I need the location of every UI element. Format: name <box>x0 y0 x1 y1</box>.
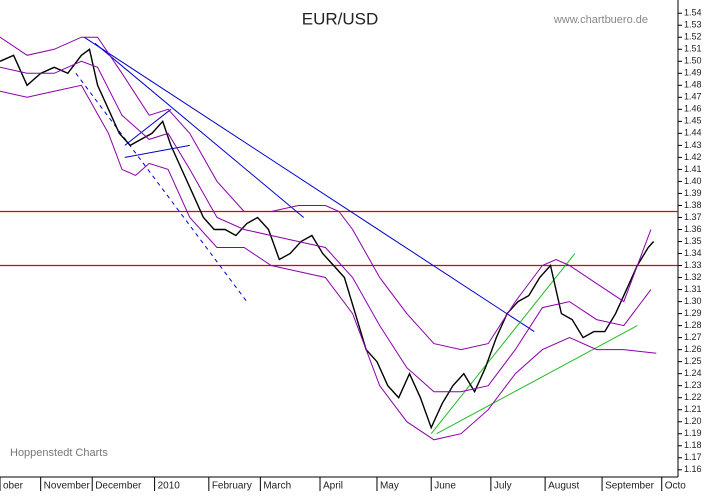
y-tick-label: 1.44 <box>684 128 702 138</box>
y-tick-label: 1.34 <box>684 248 702 258</box>
y-tick-label: 1.17 <box>684 452 702 462</box>
trend-line <box>124 108 172 146</box>
x-tick-label: Octo <box>665 481 687 492</box>
series-line <box>0 48 655 430</box>
y-tick-label: 1.31 <box>684 284 702 294</box>
trend-line <box>124 144 190 158</box>
y-tick-label: 1.35 <box>684 236 702 246</box>
x-tick-label: November <box>44 481 91 492</box>
y-tick-label: 1.47 <box>684 92 702 102</box>
trend-line <box>430 253 576 435</box>
y-tick-label: 1.24 <box>684 368 702 378</box>
source: www.chartbuero.de <box>553 14 648 26</box>
y-tick-label: 1.53 <box>684 20 702 30</box>
y-tick-label: 1.36 <box>684 224 702 234</box>
trend-line <box>436 325 638 435</box>
series-line <box>0 36 652 351</box>
y-tick-label: 1.21 <box>684 404 702 414</box>
x-tick-label: March <box>263 481 291 492</box>
y-tick-label: 1.32 <box>684 272 702 282</box>
y-tick-label: 1.45 <box>684 116 702 126</box>
x-tick-label: May <box>380 481 399 492</box>
y-tick-label: 1.40 <box>684 176 702 186</box>
trend-line <box>94 42 305 218</box>
y-tick-label: 1.16 <box>684 464 702 474</box>
y-tick-label: 1.43 <box>684 140 702 150</box>
x-tick-label: June <box>434 481 456 492</box>
x-tick-label: February <box>212 481 252 492</box>
chart-title: EUR/USD <box>302 9 379 28</box>
x-tick-label: 2010 <box>158 481 181 492</box>
y-tick-label: 1.25 <box>684 356 702 366</box>
y-tick-label: 1.29 <box>684 308 702 318</box>
y-tick-label: 1.27 <box>684 332 702 342</box>
series-line <box>0 60 652 393</box>
y-tick-label: 1.42 <box>684 152 702 162</box>
x-tick-label: July <box>494 481 512 492</box>
credit: Hoppenstedt Charts <box>10 447 108 459</box>
y-tick-label: 1.22 <box>684 392 702 402</box>
trend-line <box>83 36 535 333</box>
y-tick-label: 1.19 <box>684 428 702 438</box>
y-tick-label: 1.26 <box>684 344 702 354</box>
y-tick-label: 1.52 <box>684 32 702 42</box>
x-tick-label: December <box>95 481 142 492</box>
x-tick-label: September <box>605 481 655 492</box>
y-tick-label: 1.38 <box>684 200 702 210</box>
y-tick-label: 1.51 <box>684 44 702 54</box>
y-tick-label: 1.20 <box>684 416 702 426</box>
y-tick-label: 1.28 <box>684 320 702 330</box>
y-tick-label: 1.49 <box>684 68 702 78</box>
x-tick-label: August <box>548 481 579 492</box>
y-tick-label: 1.54 <box>684 8 702 18</box>
y-tick-label: 1.41 <box>684 164 702 174</box>
series-line <box>0 84 657 441</box>
x-tick-label: April <box>323 481 343 492</box>
y-tick-label: 1.48 <box>684 80 702 90</box>
x-tick-label: ober <box>3 481 24 492</box>
y-tick-label: 1.37 <box>684 212 702 222</box>
y-tick-label: 1.33 <box>684 260 702 270</box>
y-tick-label: 1.23 <box>684 380 702 390</box>
y-tick-label: 1.39 <box>684 188 702 198</box>
y-tick-label: 1.18 <box>684 440 702 450</box>
y-tick-label: 1.46 <box>684 104 702 114</box>
y-tick-label: 1.30 <box>684 296 702 306</box>
y-tick-label: 1.50 <box>684 56 702 66</box>
